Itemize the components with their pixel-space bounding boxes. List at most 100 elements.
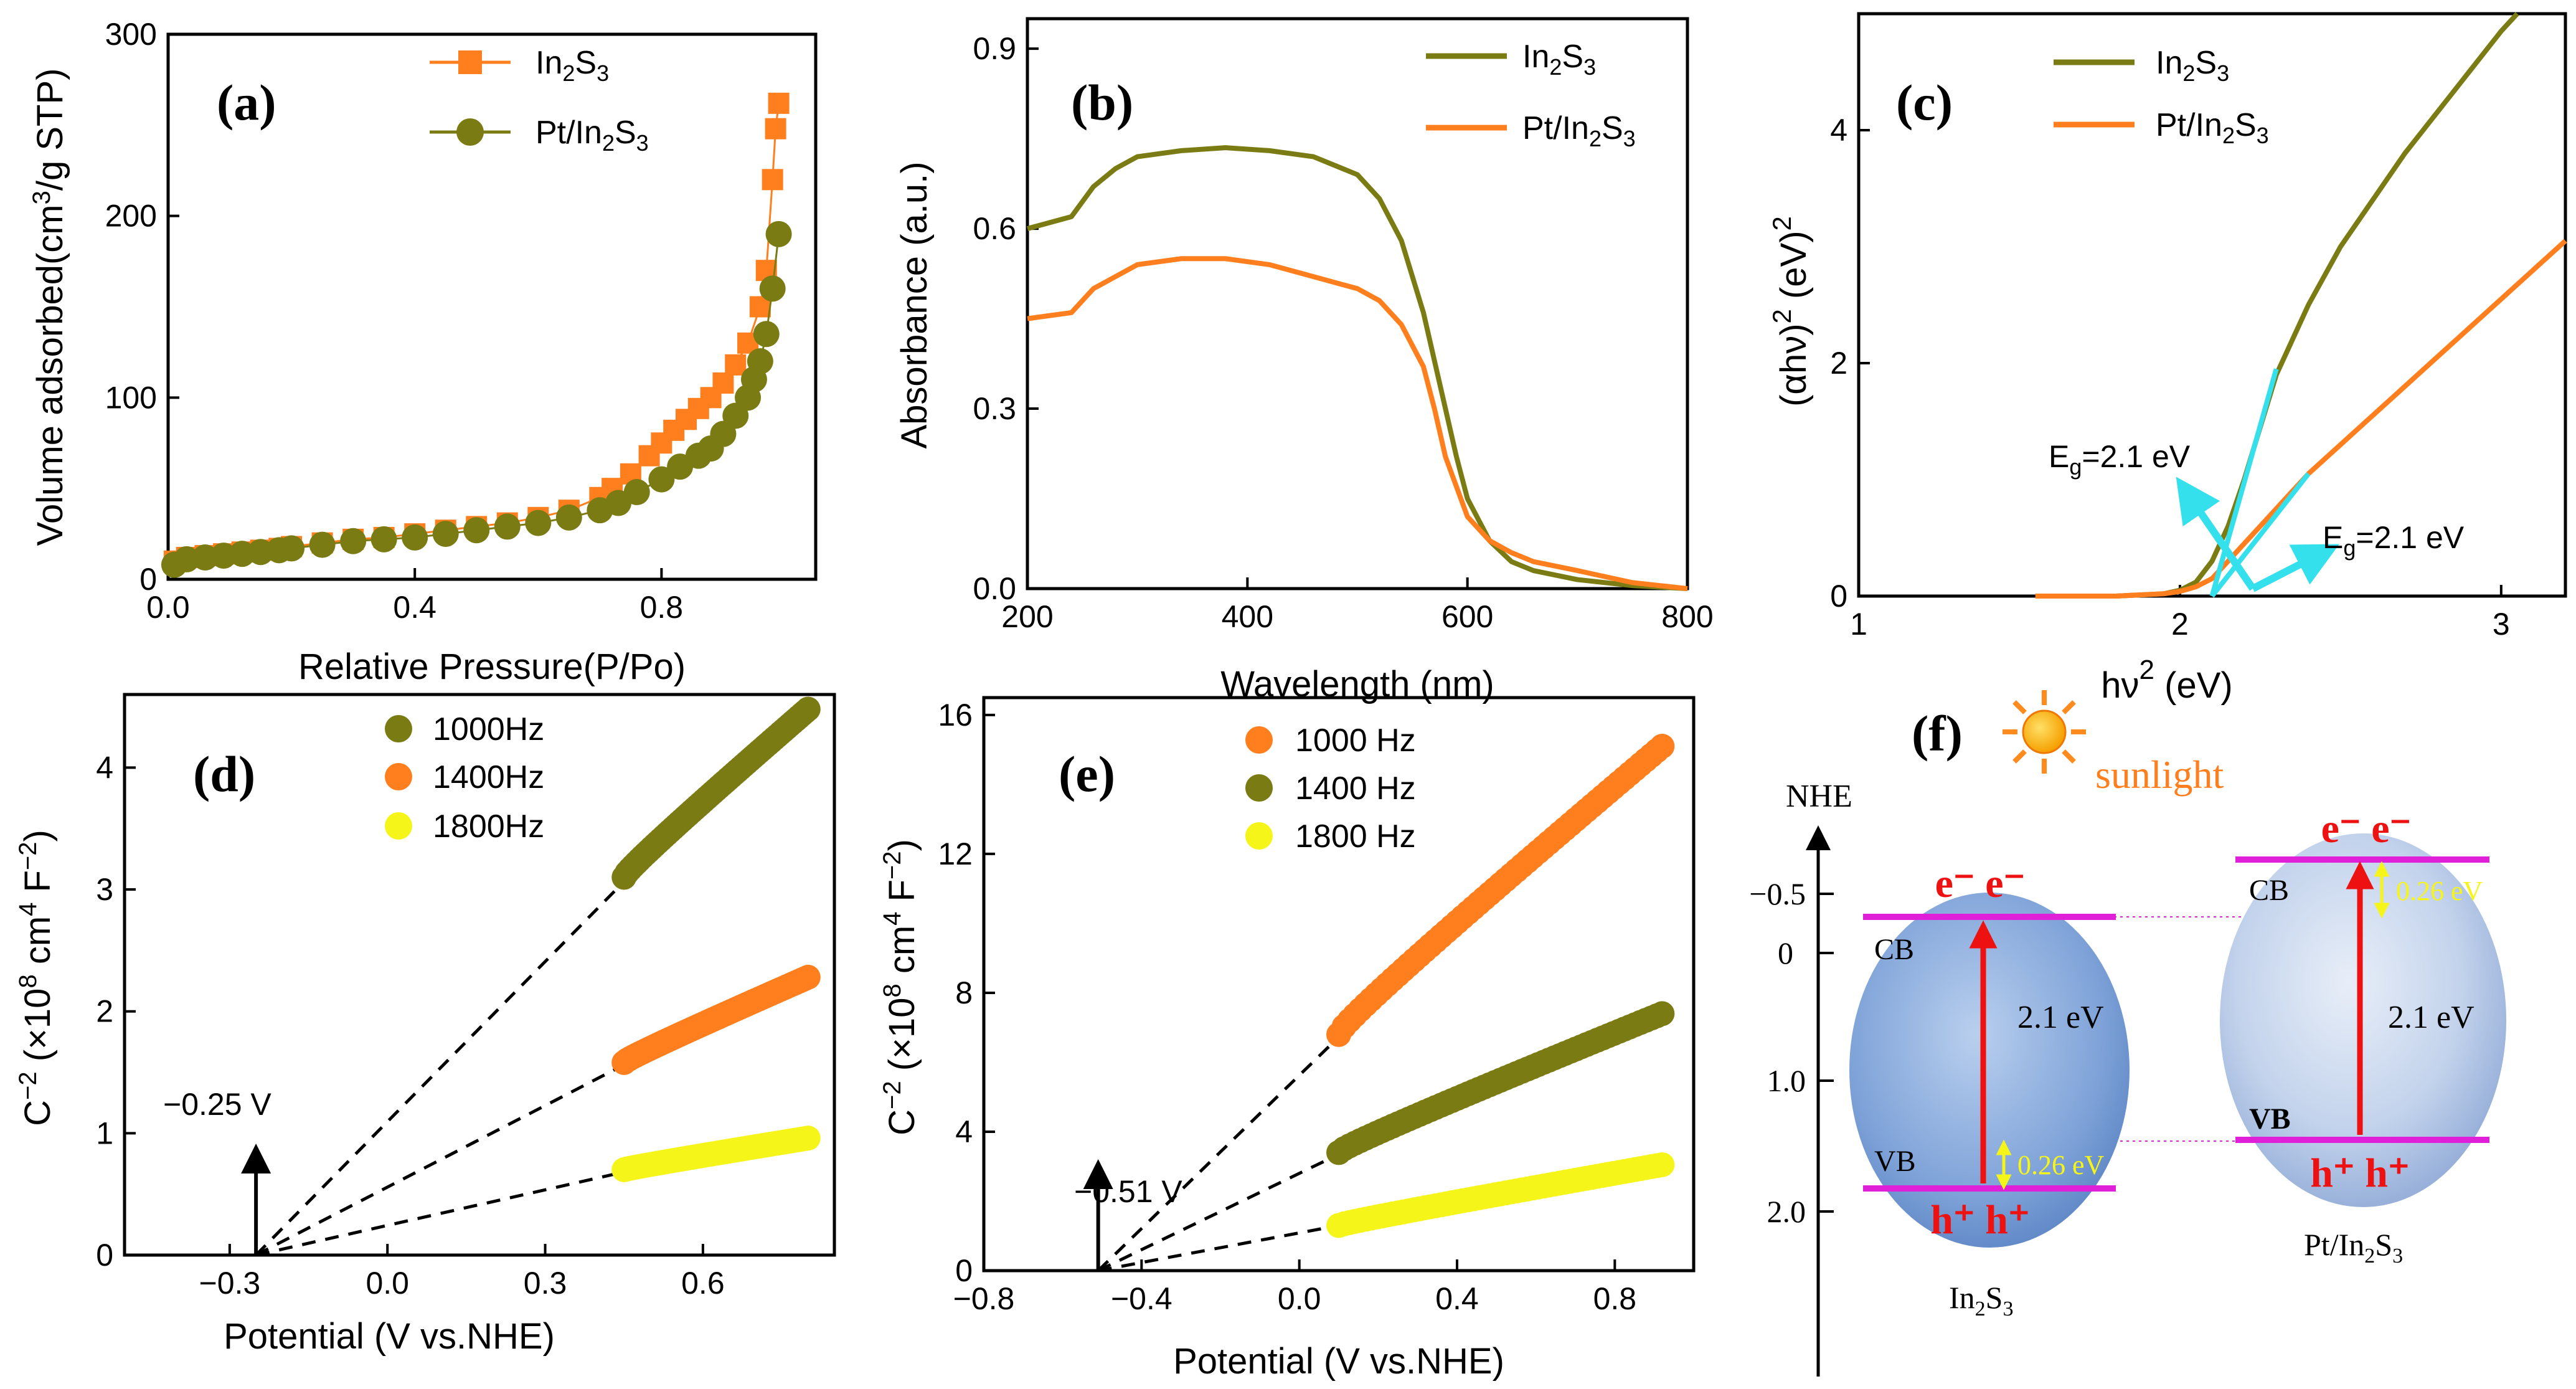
sphere-in2s3: e⁻ e⁻ h⁺ h⁺ CB VB 2.1 eV 0.26 eV In2S3 [1849,861,2130,1320]
panel-a: 0.0 0.4 0.8 0 100 200 300 (a) In2S3 Pt/In2S3 R… [28,17,818,687]
nhe-label: NHE [1786,779,1852,814]
panel-b: 200 400 600 800 0.0 0.3 0.6 0.9 (b) In2S3 Pt/In… [894,17,1714,704]
shift-label-in2s3: 0.26 eV [2017,1150,2105,1180]
eg-arrow-right [2251,544,2340,592]
legend-label-in2s3: In2S3 [2156,45,2229,86]
gap-label-in2s3: 2.1 eV [2017,1000,2104,1035]
panel-d-ylabel: C−2 (×108 cm4 F−2) [14,830,58,1126]
data-point [795,696,821,722]
panel-b-label: (b) [1071,74,1133,131]
nhe-tick-0: 0 [1778,936,1793,970]
legend-label-pt-in2s3: Pt/In2S3 [1522,110,1636,151]
legend-label-1000hz: 1000Hz [433,711,544,747]
extrapolation-line [1097,1137,1371,1273]
data-point [1649,1152,1675,1177]
tangent-fit-in2s3 [2209,368,2279,597]
panel-a-ytick-label: 100 [105,380,157,415]
panel-a-xtick-label: 0.0 [146,590,190,625]
data-point-circle [765,220,792,247]
panel-e-ytick-label: 0 [955,1253,973,1288]
data-point-square [725,354,747,376]
panel-a-xtick-label: 0.8 [640,590,684,625]
electrons-in2s3: e⁻ e⁻ [1935,861,2026,906]
vb-label-pt-in2s3: VB [2249,1102,2291,1135]
panel-d-xtick-label: 0.0 [366,1266,409,1301]
panel-a-ytick-label: 200 [105,199,157,234]
legend-marker-1000hz [385,715,412,742]
panel-c-xtick-label: 2 [2171,607,2189,642]
data-point-circle [278,535,305,562]
nhe-tick-2: 2.0 [1767,1194,1806,1229]
data-point-circle [402,524,428,551]
panel-a-legend: In2S3 Pt/In2S3 [430,45,649,156]
panel-e-ytick-label: 8 [955,975,973,1010]
panel-c-xtick-label: 3 [2493,607,2510,642]
panel-a-frame [166,32,818,581]
data-point-circle [648,466,675,493]
data-point-circle [753,321,780,348]
legend-label-1000hz: 1000 Hz [1295,723,1416,759]
data-point-square [762,169,783,191]
panel-c-label: (c) [1896,74,1953,131]
data-point-circle [525,510,552,536]
data-point-circle [623,479,650,505]
panel-e-xtick-label: −0.4 [1111,1281,1172,1316]
holes-pt-in2s3: h⁺ h⁺ [2310,1150,2410,1196]
electrons-pt-in2s3: e⁻ e⁻ [2321,806,2412,851]
panel-c-legend: In2S3 Pt/In2S3 [2054,45,2269,148]
legend-label-pt-in2s3: Pt/In2S3 [535,115,649,156]
panel-d-ytick-label: 3 [96,872,113,907]
eg-arrow-left [2176,476,2256,591]
data-point-circle [432,521,459,548]
panel-e-xtick-label: −0.8 [953,1281,1015,1316]
panel-e-ytick-label: 4 [955,1114,973,1149]
panel-b-frame [1026,17,1689,590]
legend-label-in2s3: In2S3 [535,45,609,86]
data-point-circle [494,513,521,540]
panel-f: (f) sunlight NHE −0.5 0 [1749,690,2506,1377]
cb-label-pt-in2s3: CB [2249,874,2289,907]
panel-c-xlabel: hν2 (eV) [2101,655,2232,706]
gap-label-pt-in2s3: 2.1 eV [2388,1000,2475,1035]
panel-b-legend: In2S3 Pt/In2S3 [1426,39,1636,151]
panel-e-ytick-label: 12 [938,837,973,871]
series-line-pt-in2s3 [1027,256,1688,591]
panel-d-ytick-label: 1 [96,1116,113,1150]
panel-b-ytick-label: 0.9 [973,31,1016,66]
sphere-pt-in2s3: e⁻ e⁻ h⁺ h⁺ CB VB 2.1 eV 0.26 eV Pt/In2S… [2220,806,2506,1268]
data-point [1649,1001,1675,1026]
panel-b-xtick-label: 600 [1441,599,1493,634]
legend-marker-1800hz [1245,822,1273,850]
panel-e-xlabel: Potential (V vs.NHE) [1173,1341,1504,1382]
tangent-fit-pt-in2s3 [2210,472,2311,598]
legend-label-1400hz: 1400Hz [433,759,544,795]
sunlight-label: sunlight [2095,752,2224,797]
name-pt-in2s3: Pt/In2S3 [2304,1227,2403,1268]
name-in2s3: In2S3 [1949,1280,2013,1320]
panel-c-frame [1857,12,2567,598]
eg-label-right: Eg=2.1 eV [2323,520,2465,561]
panel-c-ytick-label: 2 [1830,346,1847,381]
panel-e-xtick-label: 0.8 [1593,1281,1637,1316]
panel-a-xtick-label: 0.4 [393,590,436,625]
panel-b-xtick-label: 400 [1222,599,1273,634]
legend-marker-1000hz [1245,726,1273,754]
series-line-pt-in2s3 [2035,239,2567,599]
panel-e-xtick-label: 0.4 [1435,1281,1479,1316]
legend-label-1400hz: 1400 Hz [1295,770,1416,807]
panel-c-ytick-label: 4 [1830,113,1847,148]
data-point-circle [340,528,367,554]
panel-e-label: (e) [1059,746,1115,802]
panel-e-ytick-label: 16 [938,698,973,732]
legend-label-pt-in2s3: Pt/In2S3 [2156,107,2269,148]
panel-e: −0.8 −0.4 0.0 0.4 0.8 0 4 8 12 16 (e) 1000 Hz 140… [879,696,1696,1382]
series-line-in2s3 [1026,145,1688,591]
data-point-circle [747,348,773,374]
legend-marker-1800hz [385,812,412,840]
panel-a-ytick-label: 0 [139,562,157,597]
panel-e-frame [982,696,1696,1273]
nhe-tick-neg05: −0.5 [1749,876,1806,911]
extrapolation-line [255,838,668,1256]
panel-d-xtick-label: 0.3 [524,1266,567,1301]
